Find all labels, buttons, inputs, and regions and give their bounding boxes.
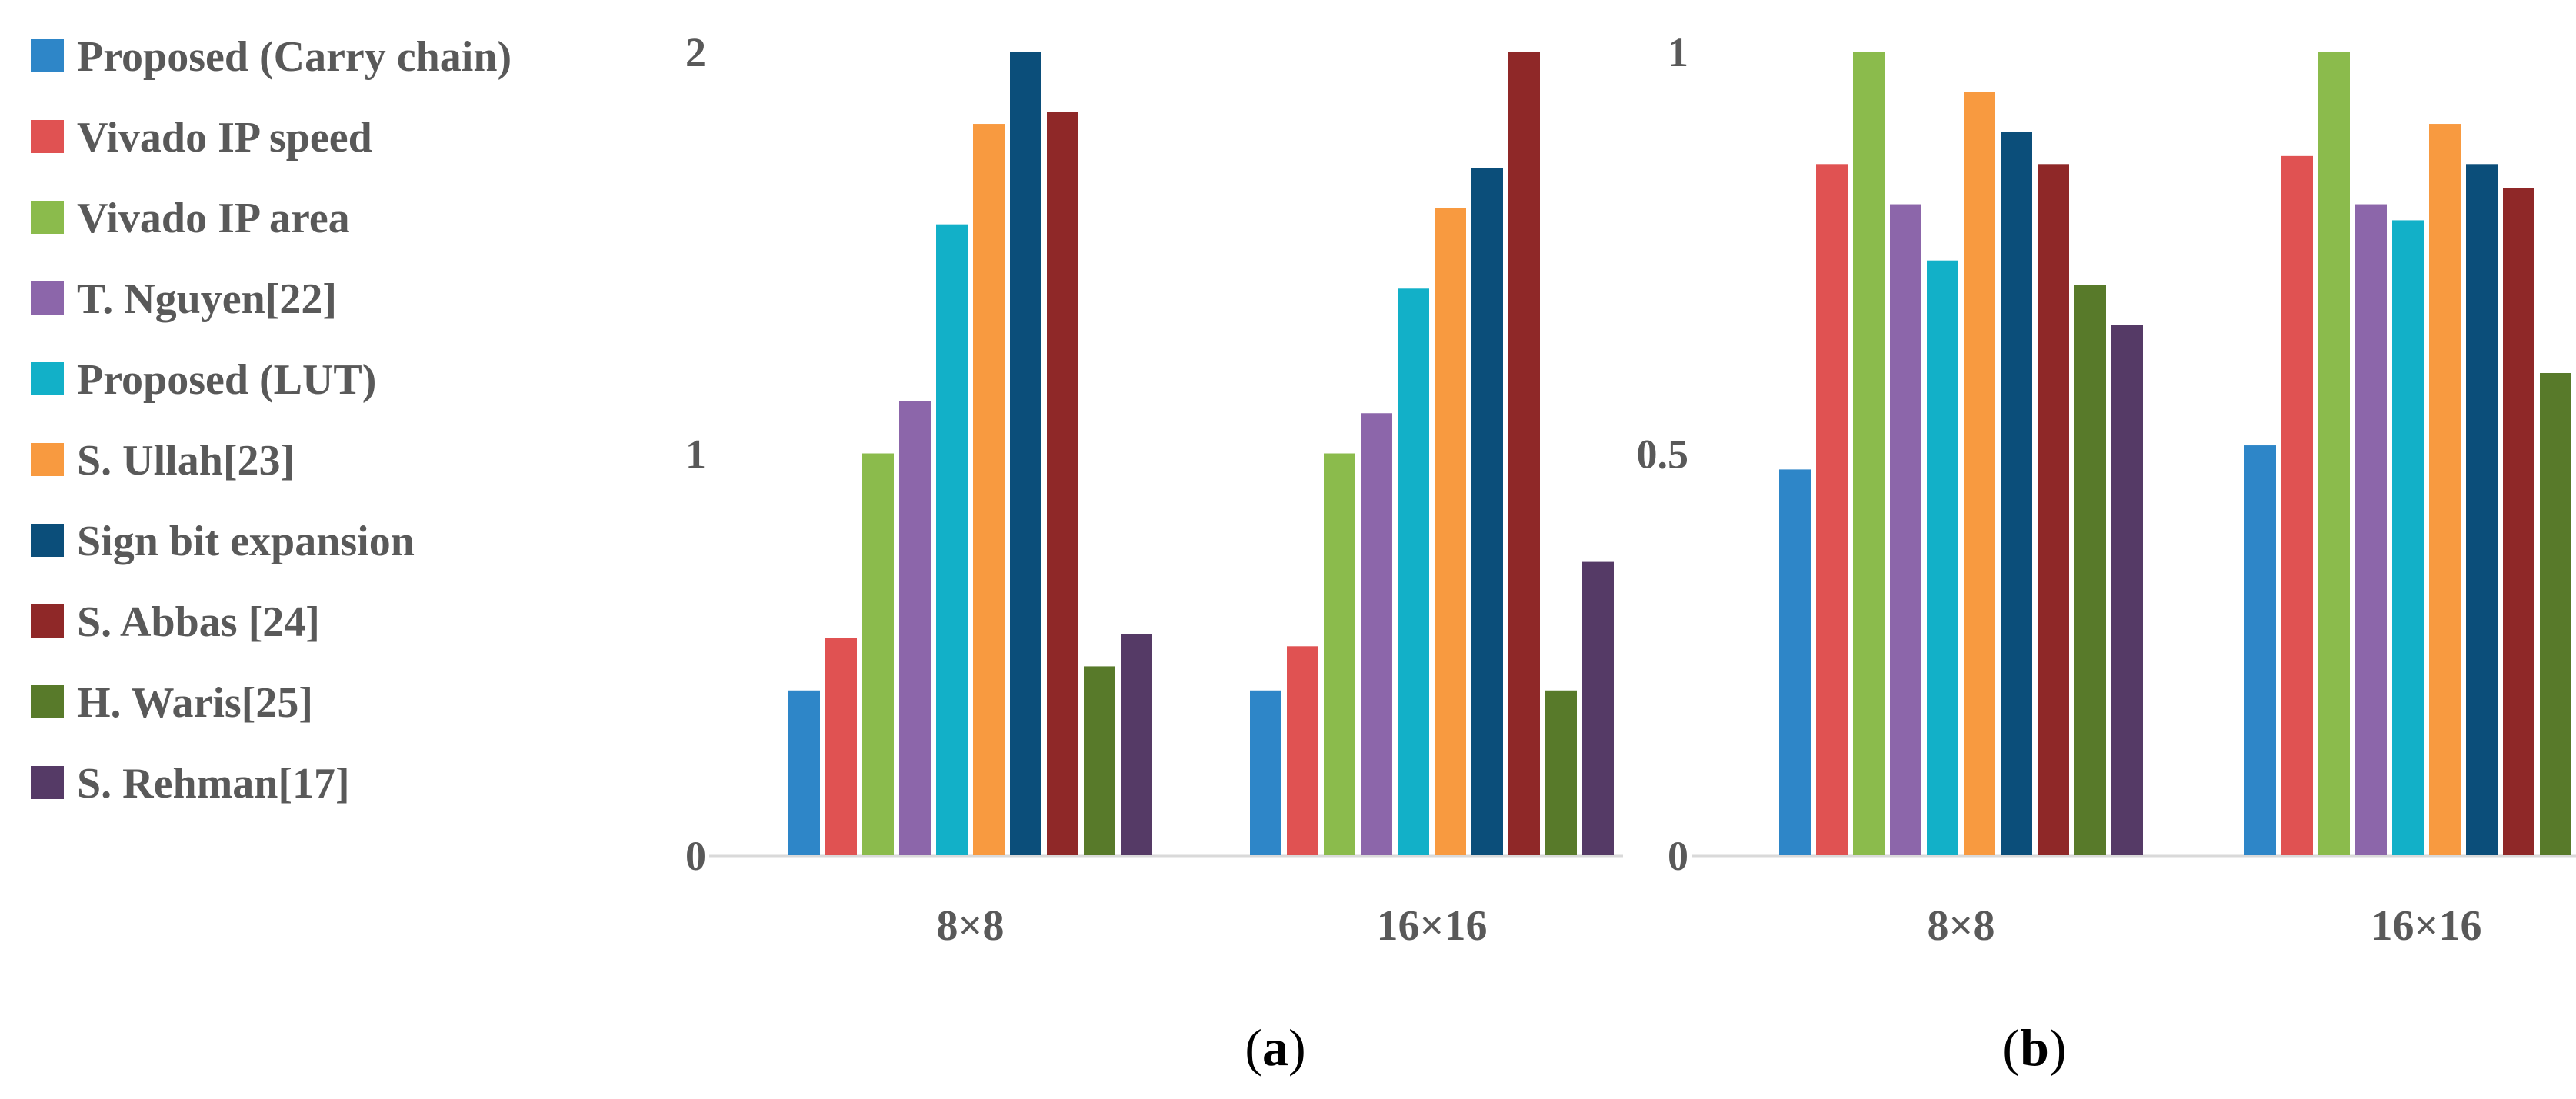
legend-label: H. Waris[25] — [77, 679, 313, 727]
bar — [2281, 155, 2313, 856]
bar — [899, 401, 931, 855]
legend-item: S. Ullah[23] — [31, 437, 295, 485]
bar — [2001, 132, 2032, 855]
chart-a: 0 1 2 8×8 16×16 (a) — [685, 29, 1623, 1077]
bar — [1779, 469, 1811, 855]
y-tick-label: 1 — [685, 431, 706, 478]
legend: Proposed (Carry chain) Vivado IP speed Viv… — [31, 33, 512, 808]
bar — [973, 124, 1005, 856]
legend-item: Vivado IP speed — [31, 114, 372, 162]
legend-label: Proposed (Carry chain) — [77, 33, 512, 81]
legend-swatch — [31, 766, 64, 799]
bar — [1084, 666, 1115, 855]
legend-swatch — [31, 120, 64, 153]
chart-b: 0 0.5 1 8×8 16×16 (b) — [1637, 29, 2576, 1077]
bar — [1361, 413, 1392, 855]
bar — [1545, 690, 1577, 855]
legend-item: Sign bit expansion — [31, 518, 415, 565]
legend-swatch — [31, 443, 64, 476]
legend-label: Proposed (LUT) — [77, 356, 376, 404]
y-tick-label: 0.5 — [1637, 431, 1689, 478]
y-tick-label: 0 — [1668, 833, 1688, 879]
legend-label: S. Rehman[17] — [77, 760, 350, 808]
bar — [2244, 445, 2276, 855]
legend-item: S. Abbas [24] — [31, 598, 320, 646]
bar — [1435, 208, 1466, 855]
bar — [1121, 634, 1152, 855]
legend-item: Proposed (Carry chain) — [31, 33, 512, 81]
legend-label: T. Nguyen[22] — [77, 275, 337, 323]
bar — [1250, 690, 1281, 855]
bar — [1853, 52, 1885, 855]
legend-swatch — [31, 362, 64, 395]
panel-label: (b) — [2002, 1018, 2066, 1077]
bar — [2429, 124, 2461, 856]
bar — [2074, 285, 2106, 855]
bar — [1010, 52, 1041, 855]
bar — [1964, 92, 1995, 855]
bar — [1582, 561, 1614, 855]
legend-label: Sign bit expansion — [77, 518, 415, 565]
bar — [788, 690, 820, 855]
x-category-label: 8×8 — [937, 902, 1005, 950]
legend-swatch — [31, 281, 64, 315]
bar — [1398, 288, 1429, 855]
x-category-label: 16×16 — [2371, 902, 2482, 950]
bar — [2318, 52, 2350, 855]
bar — [862, 453, 894, 855]
bar — [2111, 325, 2143, 855]
legend-item: T. Nguyen[22] — [31, 275, 337, 323]
legend-label: S. Abbas [24] — [77, 598, 320, 646]
bar — [936, 224, 968, 855]
bar — [2466, 164, 2498, 856]
legend-label: S. Ullah[23] — [77, 437, 295, 485]
legend-item: Vivado IP area — [31, 195, 350, 242]
bar — [1324, 453, 1355, 855]
y-tick-label: 2 — [685, 29, 706, 75]
bar — [1508, 52, 1540, 855]
legend-label: Vivado IP speed — [77, 114, 372, 162]
bar — [1816, 164, 1848, 856]
panel-label: (a) — [1245, 1018, 1305, 1077]
legend-label: Vivado IP area — [77, 195, 350, 242]
x-category-label: 8×8 — [1928, 902, 1995, 950]
bar — [1471, 168, 1503, 855]
legend-swatch — [31, 604, 64, 638]
bar — [2503, 188, 2534, 855]
bar — [2355, 204, 2387, 855]
bar — [1287, 646, 1318, 855]
legend-swatch — [31, 39, 64, 72]
y-tick-label: 0 — [685, 833, 706, 879]
legend-swatch — [31, 201, 64, 234]
bar — [825, 638, 857, 855]
y-tick-label: 1 — [1668, 29, 1688, 75]
legend-item: H. Waris[25] — [31, 679, 313, 727]
x-category-label: 16×16 — [1377, 902, 1488, 950]
bar — [1890, 204, 1921, 855]
legend-item: Proposed (LUT) — [31, 356, 376, 404]
bar — [1047, 112, 1078, 855]
bar — [2392, 220, 2424, 855]
bar — [1927, 260, 1958, 855]
bar — [2038, 164, 2069, 856]
legend-swatch — [31, 524, 64, 557]
legend-item: S. Rehman[17] — [31, 760, 350, 808]
legend-swatch — [31, 685, 64, 718]
bar — [2540, 373, 2571, 855]
